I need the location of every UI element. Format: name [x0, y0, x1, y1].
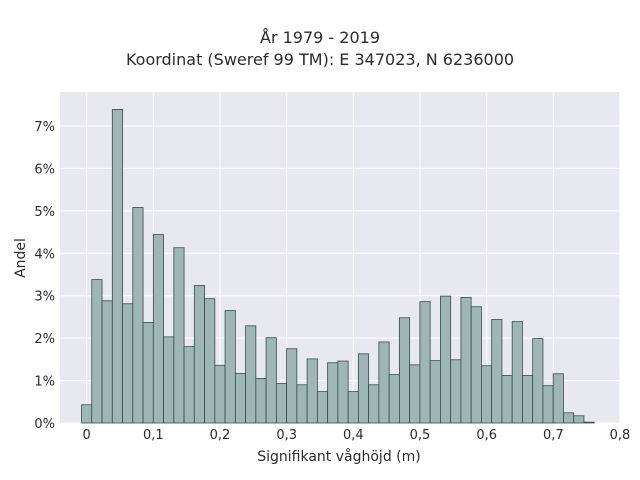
- x-tick-label: 0,3: [276, 428, 297, 443]
- y-tick-label: 7%: [34, 120, 55, 135]
- histogram-bar: [316, 391, 329, 424]
- y-tick-label: 5%: [34, 205, 55, 220]
- histogram-bar: [388, 374, 400, 424]
- x-axis-label: Signifikant våghöjd (m): [257, 448, 420, 465]
- histogram-bar: [234, 372, 246, 424]
- x-tick-label: 0,4: [343, 428, 364, 443]
- histogram-bar: [419, 301, 431, 424]
- y-tick-label: 1%: [34, 375, 55, 390]
- x-tick-label: 0,6: [476, 428, 497, 443]
- histogram-bar: [429, 360, 441, 424]
- x-tick-label: 0,5: [410, 428, 431, 443]
- histogram-bar: [552, 373, 564, 424]
- histogram-bar: [81, 404, 93, 424]
- histogram-bar: [265, 337, 277, 424]
- histogram-bar: [440, 295, 452, 424]
- histogram-bar: [224, 310, 236, 424]
- histogram-bar: [214, 364, 226, 424]
- histogram-bar: [173, 247, 185, 424]
- histogram-bar: [409, 364, 421, 424]
- histogram-bar: [275, 383, 288, 424]
- x-tick-label: 0,2: [210, 428, 231, 443]
- histogram-bar: [193, 285, 205, 424]
- histogram-bar: [542, 385, 554, 424]
- histogram-bar: [501, 375, 513, 424]
- tick-labels: 0% 1% 2% 3% 4% 5% 6% 7% 0 0,1 0,2 0,3 0,4 0,5 0,6 0,7 0,…: [34, 120, 630, 443]
- histogram-bar: [347, 391, 359, 424]
- histogram-bar: [470, 306, 482, 424]
- histogram-bar: [573, 415, 585, 424]
- histogram-bar: [152, 234, 164, 424]
- y-tick-label: 0%: [34, 417, 55, 432]
- histogram-bar: [378, 341, 390, 424]
- grid-lines: [60, 92, 621, 424]
- chart-title: År 1979 - 2019: [260, 28, 380, 47]
- x-tick-label: 0,1: [143, 428, 164, 443]
- histogram-bar: [101, 300, 113, 424]
- histogram-bar: [450, 359, 462, 424]
- y-tick-label: 6%: [34, 162, 55, 177]
- histogram-bar: [368, 384, 380, 424]
- histogram-bar: [481, 365, 493, 424]
- histogram-bar: [306, 358, 318, 424]
- histogram-bar: [163, 336, 175, 424]
- histogram-bar: [204, 298, 216, 424]
- histogram-bar: [255, 378, 267, 424]
- x-tick-label: 0,8: [610, 428, 631, 443]
- y-tick-label: 4%: [34, 247, 55, 262]
- histogram-bar: [286, 348, 298, 424]
- histogram-bar: [91, 279, 103, 424]
- histogram-bar: [491, 319, 503, 424]
- chart-subtitle: Koordinat (Sweref 99 TM): E 347023, N 62…: [125, 50, 515, 69]
- histogram-bar: [522, 375, 534, 424]
- y-tick-label: 3%: [34, 290, 55, 305]
- histogram-bar: [460, 296, 472, 424]
- histogram-bar: [583, 421, 595, 424]
- histogram-bar: [183, 346, 195, 424]
- histogram-bar: [132, 207, 144, 424]
- histogram-bar: [398, 317, 411, 424]
- histogram-bar: [337, 360, 349, 424]
- histogram-bar: [563, 412, 575, 424]
- histogram-bar: [142, 322, 154, 424]
- histogram-bar: [532, 338, 544, 424]
- histogram-bar: [122, 303, 134, 424]
- histogram-bar: [245, 325, 257, 424]
- x-tick-label: 0: [83, 428, 91, 443]
- histogram-bar: [357, 353, 370, 424]
- y-tick-label: 2%: [34, 332, 55, 347]
- x-tick-label: 0,7: [543, 428, 564, 443]
- histogram-bar: [296, 384, 308, 424]
- histogram-bar: [111, 108, 123, 424]
- histogram-bar: [327, 362, 339, 424]
- bars: [81, 108, 595, 424]
- y-axis-label: Andel: [13, 238, 29, 278]
- histogram-bar: [511, 321, 523, 424]
